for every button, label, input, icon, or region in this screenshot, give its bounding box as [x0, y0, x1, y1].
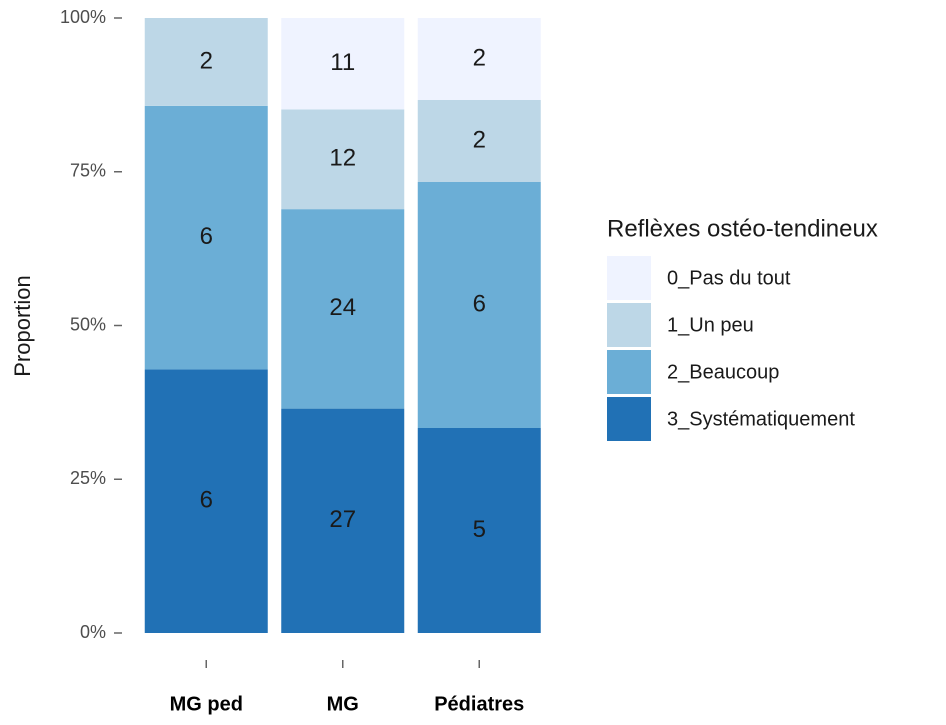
bar-segment: [281, 408, 405, 633]
bar-segment: [417, 18, 541, 100]
data-label: 2: [200, 47, 213, 74]
data-label: 2: [473, 126, 486, 153]
bar-segment: [281, 209, 405, 409]
bar-segment: [417, 100, 541, 182]
bar-segment: [281, 18, 405, 110]
data-label: 11: [330, 49, 355, 76]
data-label: 2: [473, 44, 486, 71]
legend-title: Reflèxes ostéo-tendineux: [607, 215, 878, 242]
legend-key: [607, 256, 651, 300]
bar-segment: [144, 18, 268, 106]
bar-segment: [281, 109, 405, 210]
y-tick-label: 25%: [70, 468, 106, 488]
legend-label: 3_Systématiquement: [667, 408, 855, 430]
y-tick-label: 0%: [80, 622, 106, 642]
bar-segment: [417, 182, 541, 428]
legend-key: [607, 303, 651, 347]
legend-key: [607, 397, 651, 441]
data-label: 5: [473, 516, 486, 543]
data-label: 6: [473, 290, 486, 317]
data-label: 6: [200, 223, 213, 250]
data-label: 27: [329, 506, 356, 533]
legend-label: 1_Un peu: [667, 314, 754, 336]
data-label: 6: [200, 487, 213, 514]
y-tick-label: 50%: [70, 314, 106, 334]
data-label: 24: [329, 294, 356, 321]
bar-segment: [144, 369, 268, 633]
y-tick-label: 75%: [70, 161, 106, 181]
bar-segment: [144, 105, 268, 370]
legend-label: 2_Beaucoup: [667, 361, 779, 383]
bar-segment: [417, 428, 541, 633]
y-tick-label: 100%: [60, 7, 106, 27]
x-tick-label: Pédiatres: [434, 693, 524, 715]
y-axis-title: Proportion: [10, 275, 35, 377]
x-tick-label: MG ped: [170, 693, 243, 715]
legend-key: [607, 350, 651, 394]
legend-label: 0_Pas du tout: [667, 267, 791, 289]
data-label: 12: [329, 145, 356, 172]
x-tick-label: MG: [327, 693, 359, 715]
